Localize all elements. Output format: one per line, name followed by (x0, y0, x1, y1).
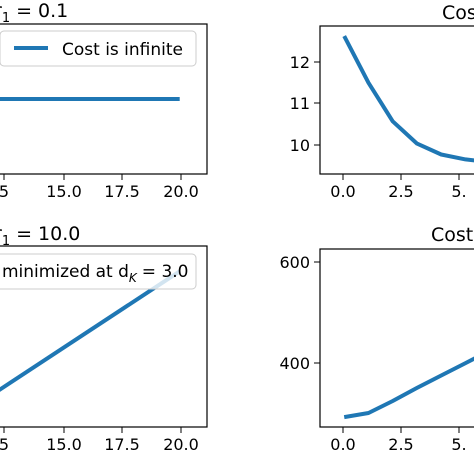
series-line (343, 356, 474, 420)
x-tick-label: 15.0 (46, 182, 82, 201)
axes-frame-bottom-right (319, 248, 474, 428)
axes-frame-top-right (319, 25, 474, 175)
legend-label: Cost is infinite (62, 40, 183, 60)
x-tick-label: 5. (451, 435, 466, 454)
panel-bottom-right: Cost 600 400 0.0 2.5 5. (279, 224, 474, 454)
x-axis-bottom-left: 5 15.0 17.5 20.0 (0, 427, 199, 454)
y-axis-top-right: 12 11 10 (290, 53, 320, 155)
x-tick-label: 0.0 (330, 435, 355, 454)
plot-area-bottom-left (0, 269, 181, 392)
x-axis-top-left: 5 15.0 17.5 20.0 (0, 174, 199, 201)
legend-box (0, 253, 197, 290)
legend-label: minimized at dK = 3.0 (2, 262, 188, 285)
plot-area-bottom-right (343, 356, 474, 420)
legend-top-left: Cost is infinite (0, 30, 197, 67)
axes-frame-bottom-left (0, 245, 208, 428)
plot-area-top-right (342, 35, 474, 163)
y-tick-label: 10 (290, 136, 310, 155)
y-tick-label: 600 (279, 253, 310, 272)
series-line (0, 269, 181, 392)
axes-frame-top-left (0, 23, 208, 175)
panel-top-right-title: Cos (442, 2, 474, 24)
x-axis-top-right: 0.0 2.5 5. (330, 174, 467, 201)
panel-bottom-right-title: Cost (431, 224, 473, 246)
panel-top-left: r1= 0.1 Cost is infinite 5 15.0 17.5 20.… (0, 0, 208, 201)
x-tick-label: 0.0 (330, 182, 355, 201)
x-tick-label: 20.0 (163, 435, 199, 454)
x-tick-label: 17.5 (104, 435, 140, 454)
x-tick-label: 15.0 (46, 435, 82, 454)
legend-box (0, 30, 197, 67)
panel-bottom-left-title: r1= 10.0 (0, 223, 80, 249)
x-tick-label: 2.5 (388, 435, 413, 454)
x-axis-bottom-right: 0.0 2.5 5. (330, 427, 467, 454)
panel-top-right: Cos 12 11 10 0.0 2.5 5. (290, 2, 474, 201)
x-tick-label: 5. (451, 182, 466, 201)
y-tick-label: 11 (290, 94, 310, 113)
x-tick-label: 5 (0, 435, 9, 454)
y-tick-label: 400 (279, 354, 310, 373)
y-axis-bottom-right: 600 400 (279, 253, 320, 373)
series-line (342, 35, 474, 163)
x-tick-label: 17.5 (104, 182, 140, 201)
x-tick-label: 20.0 (163, 182, 199, 201)
x-tick-label: 2.5 (388, 182, 413, 201)
y-tick-label: 12 (290, 53, 310, 72)
legend-bottom-left: minimized at dK = 3.0 (0, 253, 197, 290)
panel-bottom-left: r1= 10.0 minimized at dK= 3.0 5 15.0 17.… (0, 223, 208, 454)
panel-top-left-title: r1= 0.1 (0, 0, 68, 26)
x-tick-label: 5 (0, 182, 9, 201)
